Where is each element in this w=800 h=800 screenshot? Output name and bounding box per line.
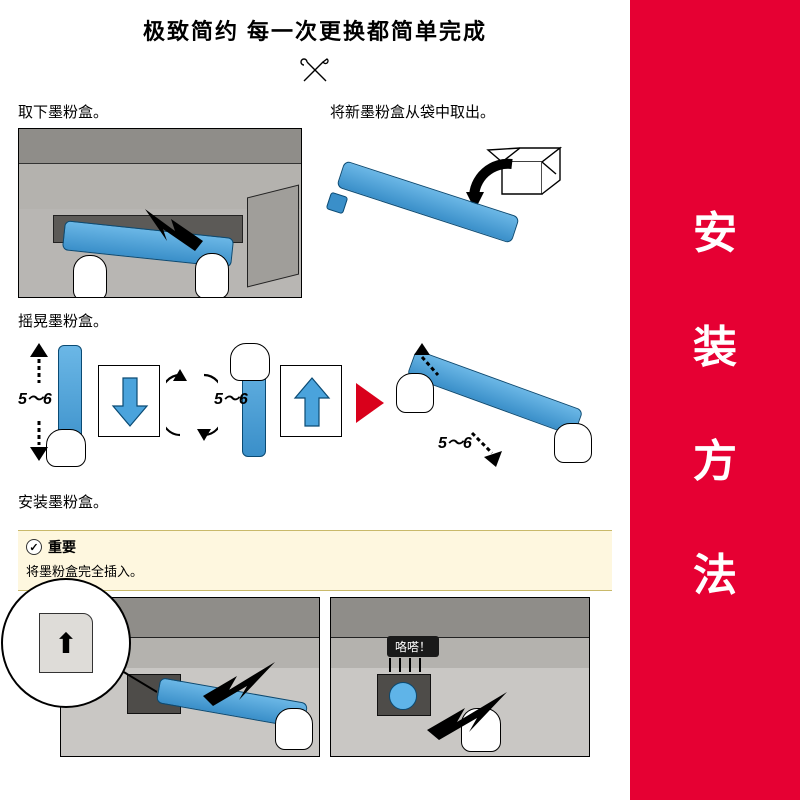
- sidebar-title: 安 装 方 法: [630, 0, 800, 800]
- orientation-callout: ⬆: [1, 578, 131, 708]
- step2-label: 将新墨粉盒从袋中取出。: [330, 97, 612, 128]
- sidebar-char-2: 装: [693, 311, 737, 375]
- step1: 取下墨粉盒。: [18, 97, 302, 298]
- click-sound-badge: 咯嗒！: [387, 636, 439, 657]
- step4-label: 安装墨粉盒。: [0, 487, 630, 518]
- sidebar-char-3: 方: [693, 425, 737, 489]
- step1-figure: [18, 128, 302, 298]
- step4-figure-insert: ⬆: [60, 597, 320, 757]
- instruction-page: 极致简约 每一次更换都简单完成 取下墨粉盒。: [0, 0, 630, 800]
- checkmark-circle-icon: ✓: [26, 539, 42, 555]
- red-arrow-icon: [356, 383, 384, 423]
- step3-figure: 5～6 5～6: [18, 337, 608, 477]
- step3-label: 摇晃墨粉盒。: [18, 306, 612, 337]
- page-title: 极致简约 每一次更换都简单完成: [0, 0, 630, 46]
- notice-title: 重要: [48, 537, 76, 557]
- sidebar-char-1: 安: [693, 197, 737, 261]
- crossed-tools-icon: [0, 56, 630, 91]
- step4-figure-click: 咯嗒！: [330, 597, 590, 757]
- important-notice: ✓ 重要 将墨粉盒完全插入。: [18, 530, 612, 591]
- notice-body: 将墨粉盒完全插入。: [26, 561, 604, 580]
- step3: 摇晃墨粉盒。 5～6: [0, 306, 630, 477]
- sidebar-char-4: 法: [693, 539, 737, 603]
- step1-label: 取下墨粉盒。: [18, 97, 302, 128]
- arrow-up-icon: ⬆: [39, 613, 93, 673]
- step2: 将新墨粉盒从袋中取出。: [330, 97, 612, 264]
- step2-figure: [330, 134, 570, 264]
